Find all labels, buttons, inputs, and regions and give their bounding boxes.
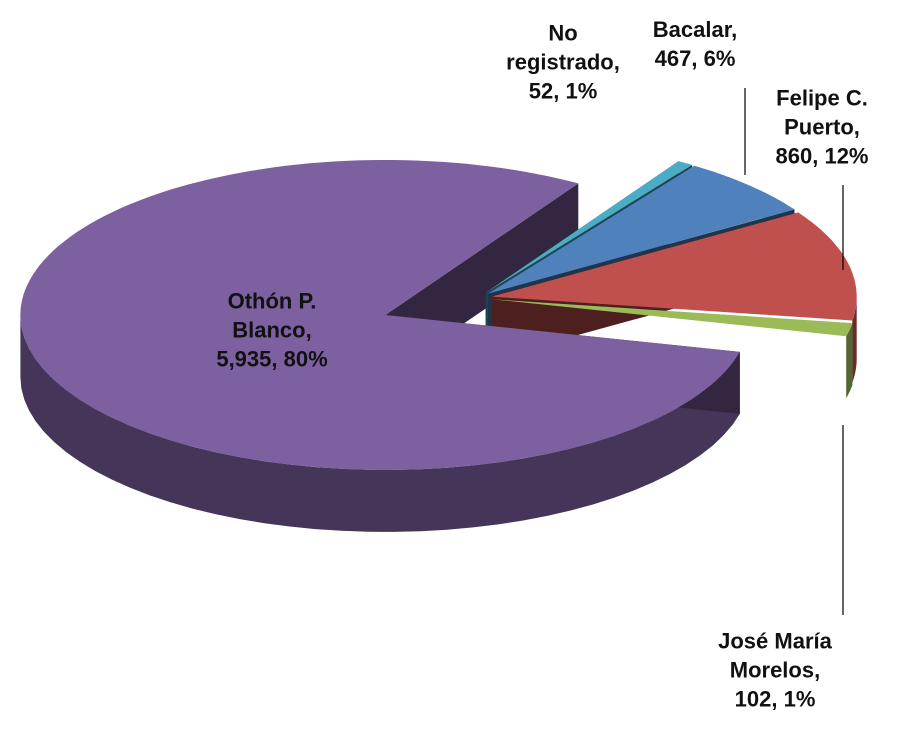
data-label: Bacalar4676%: [635, 15, 755, 73]
label-value: 860: [776, 144, 825, 169]
label-numbers: 1021%: [675, 685, 875, 714]
label-value: 5,935: [216, 347, 283, 372]
label-name: Bacalar: [635, 15, 755, 44]
label-percent: 1%: [565, 78, 598, 104]
label-percent: 6%: [703, 46, 736, 71]
label-percent: 80%: [283, 346, 328, 372]
slice: [485, 161, 692, 293]
label-name: Othón P. Blanco: [192, 287, 352, 345]
label-value: 467: [655, 46, 704, 71]
label-numbers: 5,93580%: [192, 345, 352, 374]
data-label: Felipe C. Puerto86012%: [762, 84, 882, 171]
data-label: No registrado521%: [503, 19, 623, 106]
label-name: No registrado: [503, 19, 623, 77]
label-numbers: 4676%: [635, 44, 755, 73]
data-label: Othón P. Blanco5,93580%: [192, 287, 352, 374]
slice-side: [852, 296, 857, 383]
label-numbers: 86012%: [762, 142, 882, 171]
slice-side: [846, 323, 853, 399]
slice: [491, 212, 857, 321]
data-label: José María Morelos1021%: [675, 627, 875, 714]
label-name: José María Morelos: [675, 627, 875, 685]
slice-side: [20, 315, 740, 532]
label-numbers: 521%: [503, 77, 623, 106]
slice: [20, 160, 740, 470]
label-value: 102: [735, 687, 784, 712]
label-percent: 12%: [824, 143, 869, 169]
label-name: Felipe C. Puerto: [762, 84, 882, 142]
slice: [488, 165, 795, 294]
slice: [491, 299, 853, 337]
label-value: 52: [529, 79, 566, 104]
label-percent: 1%: [783, 686, 816, 712]
